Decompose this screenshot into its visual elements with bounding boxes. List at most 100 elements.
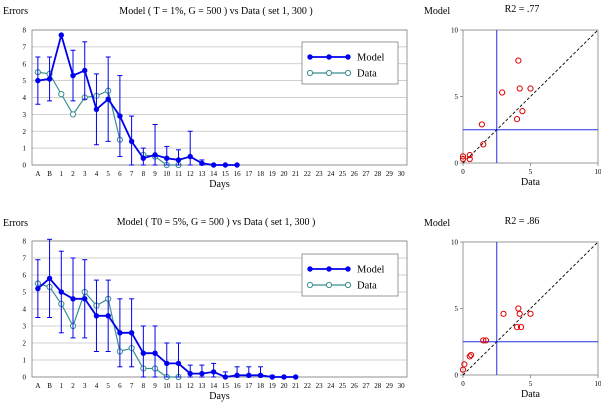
- x-tick-label: 5: [106, 382, 110, 390]
- scatter-y-tick-label: 0: [455, 160, 459, 168]
- y-tick-label: 6: [23, 272, 27, 280]
- model-point: [70, 72, 76, 79]
- scatter-point: [527, 85, 534, 92]
- y-tick-label: 4: [23, 306, 27, 314]
- x-tick-label: 20: [280, 170, 288, 178]
- x-tick-label: B: [47, 170, 52, 178]
- x-tick-label: 3: [83, 382, 87, 390]
- y-axis-label: Errors: [3, 218, 28, 229]
- model-point: [222, 162, 229, 168]
- scatter-y-tick-label: 10: [451, 27, 459, 35]
- scatter-point: [513, 116, 521, 123]
- legend-data-marker: [344, 281, 352, 289]
- scatter-point: [519, 108, 526, 115]
- x-axis-label: Days: [209, 179, 230, 190]
- y-tick-label: 5: [23, 289, 27, 297]
- data-point: [58, 91, 65, 98]
- x-tick-label: 28: [374, 170, 382, 178]
- model-point: [152, 350, 158, 356]
- legend-data-marker: [306, 281, 314, 289]
- model-point: [164, 360, 170, 367]
- x-tick-label: 5: [106, 170, 110, 178]
- model-point: [187, 370, 193, 377]
- model-series-line: [37, 31, 238, 166]
- scatter-y-axis-label: Model: [424, 218, 450, 229]
- model-point: [105, 313, 111, 319]
- model-point: [93, 106, 100, 113]
- model-point: [140, 350, 147, 356]
- y-tick-label: 3: [23, 323, 27, 331]
- x-tick-label: 20: [280, 382, 288, 390]
- x-tick-label: 22: [304, 170, 312, 178]
- model-point: [281, 374, 287, 380]
- scatter-point: [527, 310, 534, 317]
- x-tick-label: 15: [222, 170, 230, 178]
- scatter-point: [461, 361, 468, 368]
- scatter-title: R2 = .77: [505, 4, 540, 15]
- scatter-point: [468, 351, 475, 359]
- x-tick-label: 30: [398, 382, 406, 390]
- x-tick-label: 24: [327, 170, 335, 178]
- y-tick-label: 7: [23, 255, 27, 263]
- legend-data-label: Data: [357, 69, 377, 80]
- data-point: [69, 111, 77, 118]
- x-axis-label: Days: [209, 391, 230, 402]
- x-tick-label: 24: [327, 382, 335, 390]
- y-tick-label: 7: [23, 43, 27, 51]
- x-tick-label: 9: [153, 382, 157, 390]
- x-tick-label: 21: [292, 170, 300, 178]
- scatter-point: [515, 305, 522, 312]
- legend-box: [301, 253, 399, 297]
- model-point: [70, 296, 76, 302]
- x-tick-label: 2: [71, 170, 75, 178]
- scatter-x-tick-label: 5: [529, 168, 533, 176]
- model-point: [292, 374, 299, 380]
- x-tick-label: 8: [142, 382, 146, 390]
- scatter-point: [482, 337, 490, 344]
- scatter-x-tick-label: 10: [595, 380, 601, 388]
- model-point: [164, 155, 170, 161]
- y-tick-label: 1: [23, 357, 27, 365]
- x-tick-label: 22: [304, 382, 312, 390]
- y-tick-label: 4: [23, 94, 27, 102]
- scatter-x-tick-label: 10: [595, 168, 601, 176]
- x-tick-label: 18: [257, 382, 265, 390]
- model-point: [117, 330, 123, 336]
- legend-model-marker: [307, 266, 313, 272]
- legend-model-marker: [326, 54, 332, 60]
- scatter-x-tick-label: 5: [529, 380, 533, 388]
- scatter-y-tick-label: 5: [455, 305, 459, 313]
- legend-model-marker: [326, 266, 332, 272]
- x-tick-label: 19: [269, 170, 277, 178]
- scatter-point: [480, 141, 487, 148]
- x-tick-label: B: [47, 382, 52, 390]
- legend-model-marker: [345, 54, 351, 60]
- identity-diagonal: [462, 241, 599, 376]
- model-point: [35, 77, 41, 84]
- x-tick-label: 26: [351, 170, 359, 178]
- x-tick-label: 19: [269, 382, 277, 390]
- chart-title: Model ( T0 = 5%, G = 500 ) vs Data ( set…: [117, 217, 316, 228]
- legend-data-marker: [325, 69, 333, 77]
- legend-model-label: Model: [357, 265, 384, 276]
- scatter-x-axis-label: Data: [521, 389, 540, 400]
- model-point: [175, 157, 182, 163]
- scatter-point: [517, 324, 525, 331]
- y-tick-label: 2: [23, 128, 27, 136]
- x-tick-label: 30: [398, 170, 406, 178]
- x-tick-label: 17: [245, 170, 253, 178]
- model-point: [257, 372, 264, 378]
- x-tick-label: 25: [339, 382, 347, 390]
- x-tick-label: 7: [130, 382, 134, 390]
- y-tick-label: 0: [23, 374, 27, 382]
- scatter-point: [478, 121, 485, 128]
- model-point: [46, 76, 53, 82]
- y-tick-label: 8: [23, 238, 27, 246]
- x-tick-label: 9: [153, 170, 157, 178]
- y-tick-label: 3: [23, 111, 27, 119]
- x-tick-label: 12: [187, 382, 195, 390]
- legend-model-marker: [307, 54, 313, 60]
- x-tick-label: 1: [60, 170, 64, 178]
- x-tick-label: 27: [362, 382, 370, 390]
